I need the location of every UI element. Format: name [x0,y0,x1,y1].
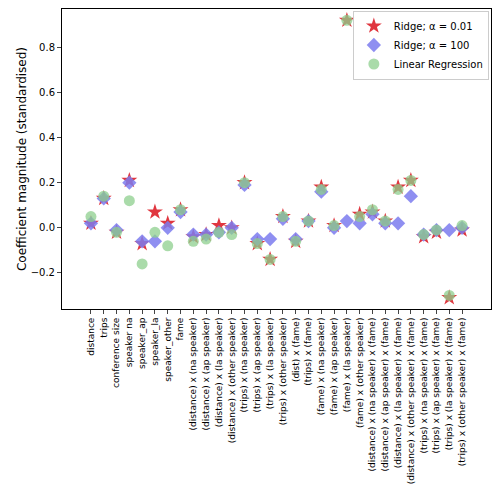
svg-text:(distance) x (other speaker) x: (distance) x (other speaker) x (fame) [406,318,416,485]
svg-text:speaker_other: speaker_other [163,317,173,381]
svg-text:0.4: 0.4 [39,132,55,143]
svg-text:0.8: 0.8 [39,42,55,53]
svg-text:(trips) x (ap speaker): (trips) x (ap speaker) [252,318,262,413]
svg-text:(dist) x (fame): (dist) x (fame) [291,318,301,383]
svg-text:(trips) x (na speaker) x (fame: (trips) x (na speaker) x (fame) [419,318,429,454]
svg-text:(trips) x (fame): (trips) x (fame) [303,318,313,386]
svg-text:0.6: 0.6 [39,87,55,98]
svg-text:speaker na: speaker na [124,318,134,368]
svg-text:−0.2: −0.2 [31,267,55,278]
svg-text:(fame) x (other speaker): (fame) x (other speaker) [355,318,365,429]
svg-text:distance: distance [86,317,96,356]
svg-text:Linear Regression: Linear Regression [394,59,483,70]
svg-text:(trips) x (ap speaker) x (fame: (trips) x (ap speaker) x (fame) [431,318,441,454]
svg-text:(distance) x (na speaker): (distance) x (na speaker) [188,318,198,431]
svg-text:conference size: conference size [111,317,121,388]
svg-text:(fame) x (na speaker): (fame) x (na speaker) [316,318,326,416]
svg-text:(trips) x (other speaker) x (f: (trips) x (other speaker) x (fame) [457,318,467,467]
svg-text:trips: trips [99,317,109,337]
svg-text:(trips) x (other speaker): (trips) x (other speaker) [278,318,288,426]
svg-text:(distance) x (la speaker): (distance) x (la speaker) [214,318,224,428]
svg-text:(fame) x (la speaker): (fame) x (la speaker) [342,318,352,413]
svg-text:(distance) x (na speaker) x (f: (distance) x (na speaker) x (fame) [367,318,377,472]
svg-text:(trips) x (la speaker): (trips) x (la speaker) [265,318,275,410]
svg-text:(distance) x (ap speaker) x (f: (distance) x (ap speaker) x (fame) [380,318,390,472]
svg-text:Ridge; α = 0.01: Ridge; α = 0.01 [394,21,473,32]
svg-text:(distance) x (other speaker): (distance) x (other speaker) [227,318,237,444]
svg-text:fame: fame [175,317,185,340]
svg-text:(fame) x (ap speaker): (fame) x (ap speaker) [329,318,339,416]
svg-text:Coefficient magnitude (standar: Coefficient magnitude (standardised) [15,47,29,271]
svg-text:0.2: 0.2 [39,177,55,188]
svg-text:speaker_la: speaker_la [150,318,160,366]
svg-text:(trips) x (na speaker): (trips) x (na speaker) [239,318,249,413]
svg-text:Ridge; α = 100: Ridge; α = 100 [394,40,470,51]
svg-text:speaker_ap: speaker_ap [137,317,147,369]
svg-text:0.0: 0.0 [39,222,55,233]
svg-text:(distance) x (ap speaker): (distance) x (ap speaker) [201,318,211,431]
svg-text:(distance) x (la speaker) x (f: (distance) x (la speaker) x (fame) [393,318,403,469]
svg-text:(trips) x (la speaker) x (fame: (trips) x (la speaker) x (fame) [444,318,454,451]
